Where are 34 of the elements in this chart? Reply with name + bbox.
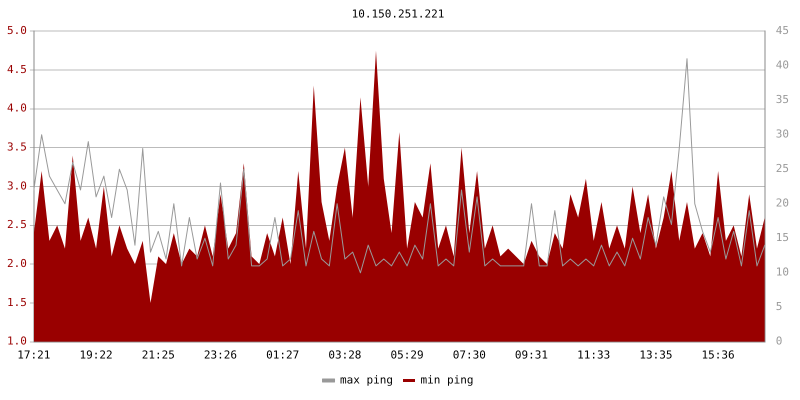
y2-tick-label: 10: [776, 266, 790, 279]
x-tick-label: 01:27: [266, 348, 300, 362]
x-tick-label: 15:36: [702, 348, 735, 362]
x-tick-label: 05:29: [390, 348, 424, 362]
x-tick-label: 09:31: [514, 348, 548, 362]
x-tick-label: 21:25: [142, 348, 175, 362]
y-tick-label: 1.5: [6, 296, 27, 309]
x-tick-label: 17:21: [17, 348, 50, 362]
x-tick-label: 23:26: [204, 348, 238, 362]
x-tick-label: 07:30: [452, 348, 486, 362]
y-tick-label: 2.5: [6, 218, 27, 232]
x-tick-label: 19:22: [80, 348, 113, 362]
y2-tick-label: 40: [776, 58, 790, 72]
y2-tick-label: 15: [776, 231, 790, 244]
y2-tick-label: 30: [776, 128, 790, 141]
y-tick-label: 3.0: [6, 179, 27, 192]
y2-tick-label: 45: [776, 24, 790, 38]
y-tick-label: 1.0: [6, 334, 27, 348]
y2-tick-label: 35: [776, 93, 790, 106]
y-tick-label: 4.5: [6, 62, 27, 76]
y-tick-label: 5.0: [6, 24, 27, 38]
y-tick-label: 2.0: [6, 257, 27, 270]
y2-tick-label: 5: [776, 300, 782, 314]
y2-tick-label: 0: [776, 334, 782, 348]
chart-title: 10.150.251.221: [352, 7, 444, 20]
legend-label: min ping: [420, 373, 474, 386]
legend-label: max ping: [340, 373, 394, 386]
x-tick-label: 11:33: [577, 348, 610, 362]
y-tick-label: 3.5: [6, 140, 27, 154]
x-tick-label: 03:28: [328, 348, 362, 362]
y-tick-label: 4.0: [6, 102, 27, 115]
x-tick-label: 13:35: [639, 348, 672, 362]
y2-tick-label: 25: [776, 162, 790, 176]
y2-tick-label: 20: [776, 196, 790, 210]
